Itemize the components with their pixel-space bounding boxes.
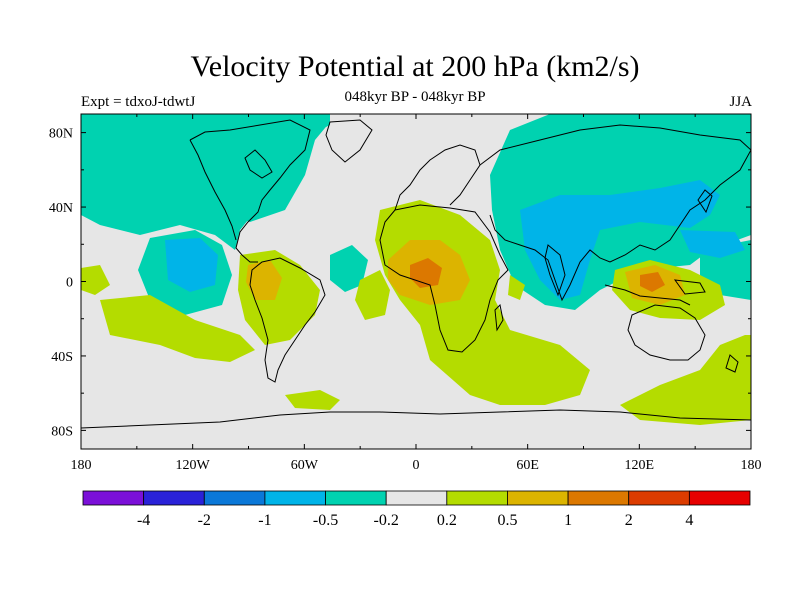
colorbar-label: 2: [625, 512, 633, 529]
contour-neg-core-pacific-w: [680, 230, 745, 258]
x-tick-label: 180: [71, 458, 92, 473]
colorbar-swatch: [507, 490, 569, 506]
colorbar-label: -0.5: [313, 512, 338, 529]
coastlines: [81, 119, 751, 429]
x-tick-label: 0: [413, 458, 420, 473]
y-tick-label: 40N: [49, 201, 73, 216]
contour-neg-north-atlantic: [200, 114, 330, 222]
colorbar-swatch: [143, 490, 205, 506]
axis-ticks: 180 120W 60W 0 60E 120E 180 80N 40N 0 40S 80S: [49, 114, 762, 473]
contour-pos-south-pacific: [100, 295, 255, 362]
coast-madagascar: [494, 303, 504, 332]
colorbar-label: 4: [685, 512, 693, 529]
experiment-label: Expt = tdxoJ-tdwtJ: [81, 94, 196, 110]
coast-hudson: [244, 149, 273, 179]
coast-new-guinea: [673, 279, 706, 295]
colorbar-swatch: [325, 490, 387, 506]
colorbar-label: -4: [137, 512, 150, 529]
colorbar-swatch: [385, 490, 448, 506]
coast-south-america: [249, 257, 326, 383]
colorbar-swatch: [203, 490, 266, 506]
colorbar-swatch: [628, 490, 690, 506]
colorbar-swatch: [688, 490, 751, 506]
contour-neg-atlantic-equ: [330, 245, 368, 292]
contour-pos-atlantic: [355, 270, 390, 320]
colorbar-swatch: [446, 490, 508, 506]
coast-new-zealand: [725, 354, 739, 373]
coast-japan: [697, 189, 713, 214]
contour-fields: [81, 114, 751, 425]
y-tick-label: 80S: [51, 424, 73, 439]
chart-subtitle: 048kyr BP - 048kyr BP: [344, 89, 486, 105]
colorbar-label: -1: [258, 512, 271, 529]
coast-asia: [479, 124, 751, 302]
contour-neg-arctic-left: [81, 114, 200, 160]
colorbar-swatch: [567, 490, 630, 506]
coast-europe: [394, 144, 481, 211]
contour-pos-equator-east: [508, 275, 525, 300]
y-tick-label: 40S: [51, 350, 73, 365]
coast-north-america: [189, 119, 311, 263]
coast-indonesia: [604, 284, 691, 306]
x-tick-label: 120E: [625, 458, 655, 473]
colorbar-swatch: [82, 490, 145, 506]
contour-pos-maritime-peak: [640, 272, 665, 292]
y-tick-label: 80N: [49, 127, 73, 142]
x-tick-label: 60E: [516, 458, 539, 473]
x-tick-label: 60W: [291, 458, 319, 473]
coast-greenland: [325, 119, 373, 163]
coast-africa: [379, 204, 509, 353]
contour-pos-south-atlantic: [285, 390, 340, 410]
coast-india: [544, 244, 566, 297]
contour-pos-samerica-core: [246, 260, 282, 300]
coast-antarctica: [81, 409, 751, 429]
colorbar-label: 0.5: [497, 512, 517, 529]
x-tick-label: 180: [741, 458, 762, 473]
coast-north-america-w: [189, 139, 237, 241]
contour-pos-south-pacific-left: [81, 265, 110, 295]
coast-australia: [627, 304, 706, 361]
season-label: JJA: [729, 94, 752, 110]
contour-neg-core-asia: [520, 180, 720, 300]
y-tick-label: 0: [66, 276, 73, 291]
x-tick-label: 120W: [176, 458, 211, 473]
colorbar-label: 0.2: [437, 512, 457, 529]
chart-title: Velocity Potential at 200 hPa (km2/s): [190, 50, 640, 83]
colorbar-label: -2: [198, 512, 211, 529]
colorbar-label: 1: [564, 512, 572, 529]
contour-pos-southern-ocean: [620, 335, 751, 425]
colorbar: -4 -2 -1 -0.5 -0.2 0.2 0.5 1 2 4: [82, 490, 751, 529]
colorbar-swatch: [264, 490, 326, 506]
contour-neg-core-pacific: [165, 238, 218, 292]
colorbar-label: -0.2: [374, 512, 399, 529]
